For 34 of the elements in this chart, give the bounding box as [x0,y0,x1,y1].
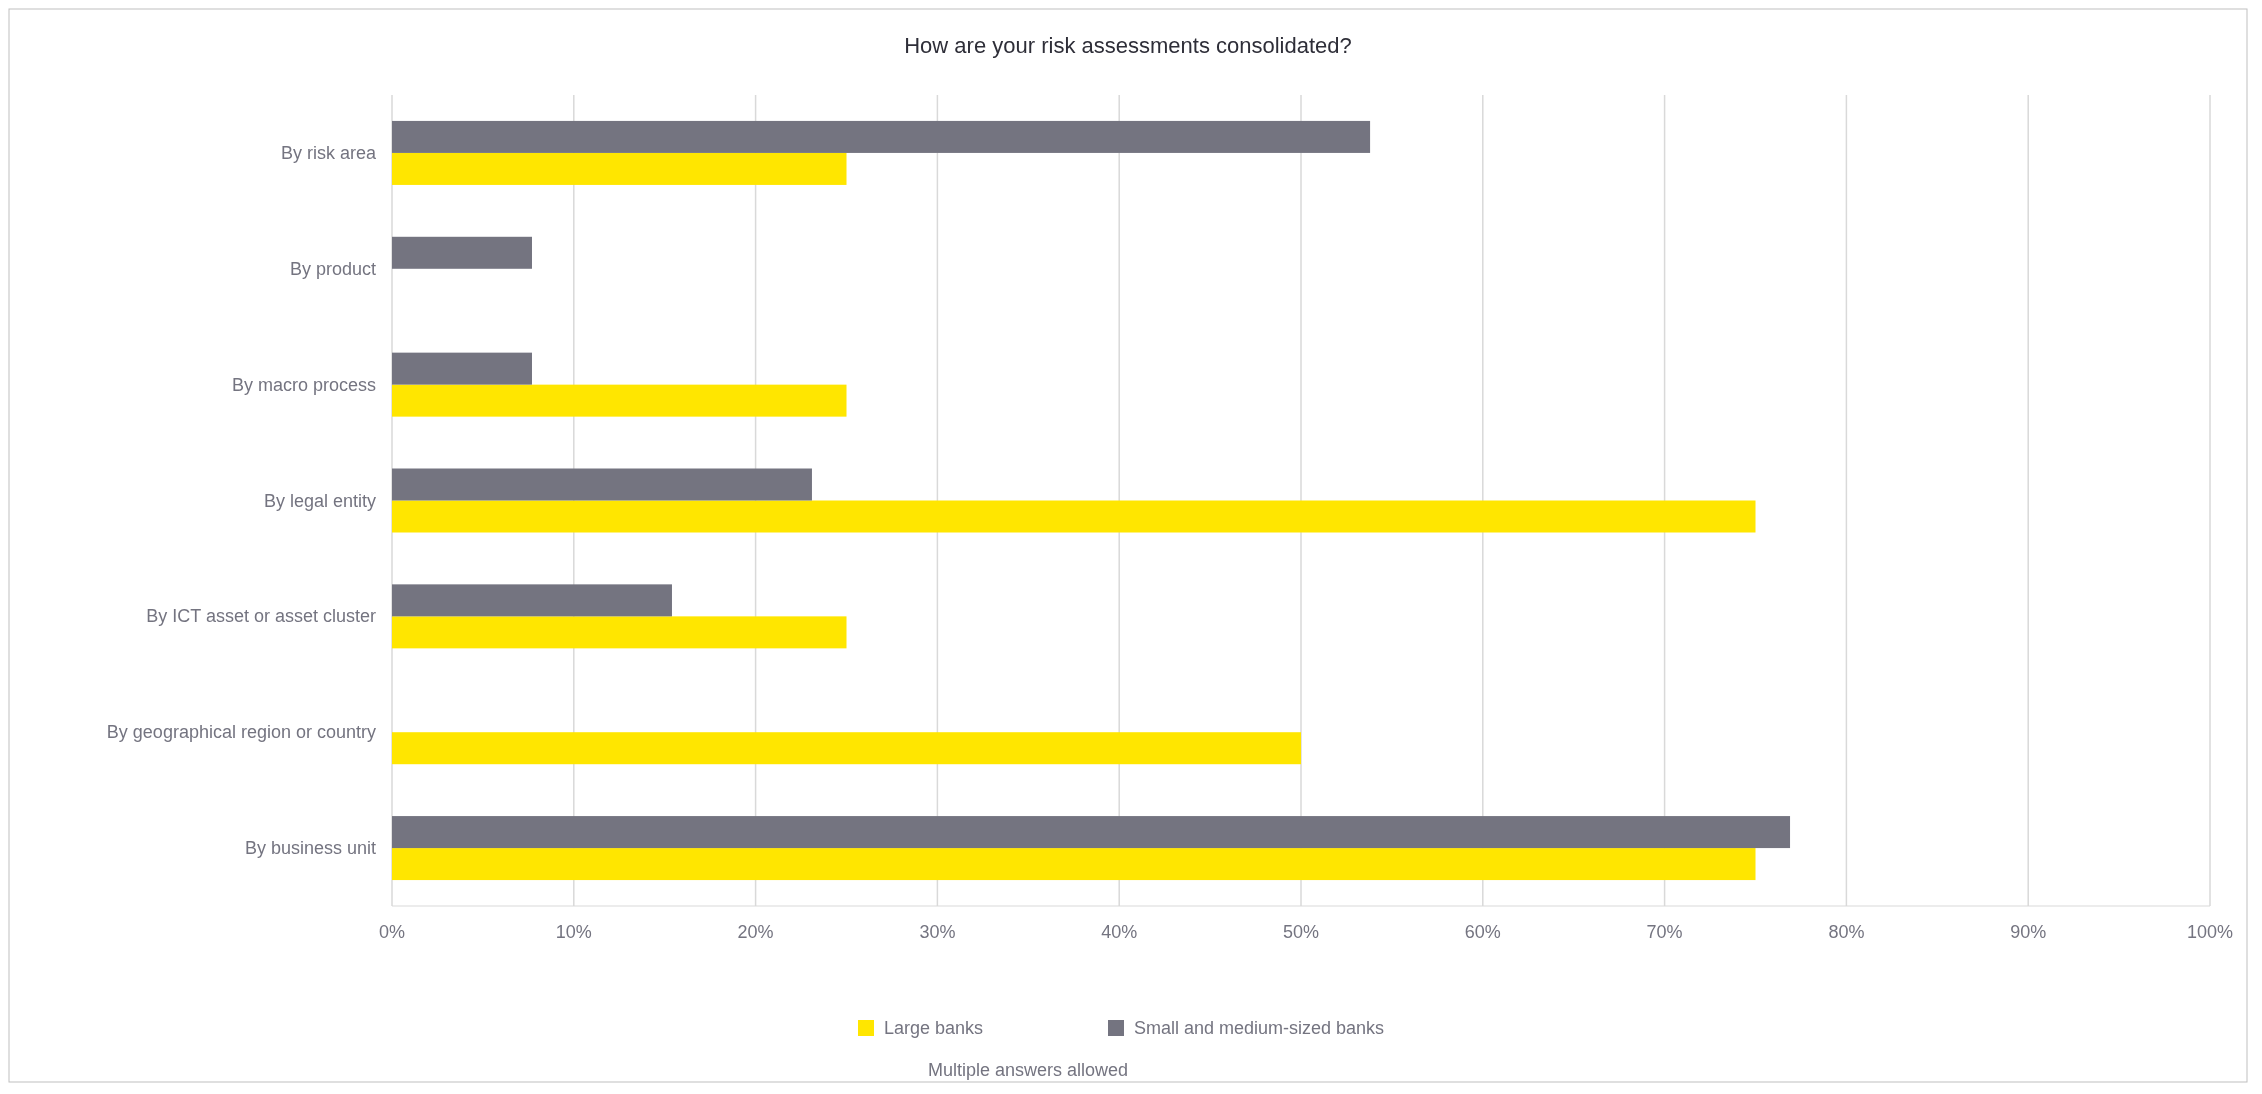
y-tick-label: By legal entity [263,490,376,511]
bar [392,468,812,501]
x-tick-label: 100% [2186,922,2234,942]
x-tick-label: 50% [1282,922,1320,942]
x-tick-label: 90% [2010,922,2047,942]
x-tick-label: 10% [555,922,592,942]
legend-label: Small and medium-sized banks [1134,1018,1385,1038]
bar [392,816,1791,849]
y-tick-label: By macro process [231,374,376,395]
bar [392,584,672,617]
bar [392,152,847,185]
x-tick-label: 20% [737,922,774,942]
chart-title: How are your risk assessments consolidated? [904,33,1352,58]
bar [392,120,1371,153]
y-tick-label: By geographical region or country [106,722,376,743]
bar [392,732,1301,765]
bar [392,384,847,417]
x-tick-label: 70% [1646,922,1683,942]
x-tick-label: 40% [1101,922,1138,942]
x-tick-label: 0% [378,922,406,942]
y-tick-label: By product [289,258,376,279]
text: Multiple answers allowed [927,1060,1129,1080]
y-tick-label: By ICT asset or asset cluster [146,606,376,627]
y-tick-label: By risk area [280,142,377,163]
bar [392,616,847,649]
bar [392,500,1756,533]
x-tick-label: 60% [1464,922,1501,942]
legend-label: Large banks [884,1018,984,1038]
x-tick-label: 30% [919,922,956,942]
y-tick-label: By business unit [244,838,376,859]
bar [392,236,532,269]
x-tick-label: 80% [1828,922,1865,942]
bar [392,352,532,385]
bar [392,848,1756,881]
